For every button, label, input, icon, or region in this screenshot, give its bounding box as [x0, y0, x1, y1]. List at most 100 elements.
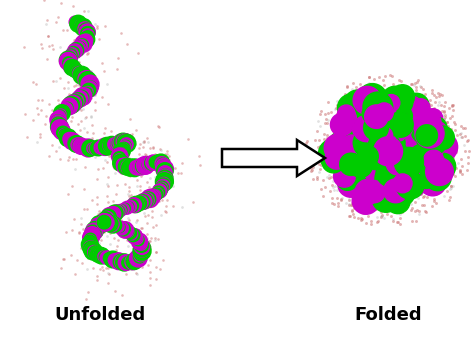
Point: [371, 204, 378, 210]
Point: [152, 276, 160, 282]
Point: [56, 75, 64, 81]
Point: [372, 206, 380, 212]
Point: [412, 218, 419, 224]
Point: [83, 81, 91, 87]
Circle shape: [149, 156, 161, 168]
Point: [94, 229, 102, 235]
Point: [432, 200, 439, 206]
Circle shape: [72, 66, 86, 80]
Circle shape: [386, 189, 410, 214]
Circle shape: [79, 37, 91, 48]
Point: [93, 273, 100, 279]
Circle shape: [71, 138, 85, 152]
Point: [412, 84, 420, 90]
Point: [103, 193, 110, 198]
Point: [143, 231, 150, 237]
Point: [125, 218, 133, 223]
Point: [72, 37, 79, 43]
Point: [443, 135, 451, 140]
Point: [335, 180, 342, 186]
Point: [174, 170, 182, 176]
Point: [322, 165, 329, 171]
Circle shape: [69, 94, 84, 109]
Circle shape: [411, 118, 437, 143]
Point: [75, 121, 82, 126]
Circle shape: [122, 159, 139, 176]
Point: [357, 99, 365, 105]
Point: [125, 193, 133, 199]
Point: [81, 207, 88, 212]
Point: [358, 200, 365, 206]
Point: [346, 101, 354, 106]
Point: [99, 166, 107, 171]
Circle shape: [380, 153, 398, 171]
Point: [162, 209, 170, 214]
Point: [91, 154, 99, 160]
Circle shape: [50, 111, 66, 128]
Point: [78, 96, 86, 102]
Point: [87, 41, 94, 47]
Point: [358, 216, 366, 222]
Point: [323, 174, 331, 180]
Point: [69, 3, 77, 9]
Circle shape: [91, 223, 101, 234]
Point: [414, 79, 421, 85]
Point: [461, 148, 469, 154]
Point: [82, 48, 90, 54]
Circle shape: [155, 182, 168, 195]
Circle shape: [63, 97, 80, 114]
Point: [44, 33, 52, 39]
Point: [381, 215, 388, 221]
Circle shape: [395, 165, 414, 184]
Circle shape: [422, 162, 447, 186]
Circle shape: [400, 153, 426, 180]
Point: [73, 257, 80, 263]
Circle shape: [82, 239, 98, 255]
Circle shape: [126, 228, 137, 240]
Point: [356, 197, 363, 203]
Point: [448, 103, 456, 109]
Circle shape: [396, 96, 416, 115]
Point: [441, 114, 449, 120]
Point: [67, 118, 75, 124]
Point: [131, 230, 139, 235]
Circle shape: [108, 253, 121, 267]
Circle shape: [127, 229, 140, 242]
Point: [328, 182, 336, 188]
Circle shape: [348, 165, 370, 188]
Point: [350, 194, 358, 200]
Point: [147, 186, 155, 191]
Point: [456, 167, 463, 173]
Circle shape: [88, 142, 100, 154]
Point: [337, 185, 345, 190]
Point: [447, 183, 455, 189]
Circle shape: [82, 81, 98, 97]
Circle shape: [379, 179, 405, 204]
Point: [438, 108, 446, 114]
Point: [44, 33, 52, 39]
Circle shape: [156, 181, 168, 194]
Point: [325, 176, 333, 181]
Circle shape: [402, 168, 420, 186]
Point: [112, 191, 119, 197]
Point: [104, 102, 112, 107]
Point: [316, 143, 324, 148]
Circle shape: [384, 169, 408, 193]
Point: [329, 138, 337, 144]
Point: [152, 235, 159, 241]
Point: [440, 109, 448, 114]
Point: [141, 188, 148, 194]
Circle shape: [120, 138, 133, 151]
Point: [321, 185, 329, 190]
Circle shape: [415, 119, 444, 148]
Point: [102, 266, 109, 271]
Point: [73, 71, 80, 76]
Point: [459, 125, 467, 131]
Point: [54, 14, 62, 20]
Point: [437, 102, 445, 108]
Circle shape: [85, 225, 101, 241]
Point: [80, 86, 87, 92]
Point: [341, 187, 349, 193]
Point: [96, 36, 103, 42]
Circle shape: [355, 180, 380, 204]
